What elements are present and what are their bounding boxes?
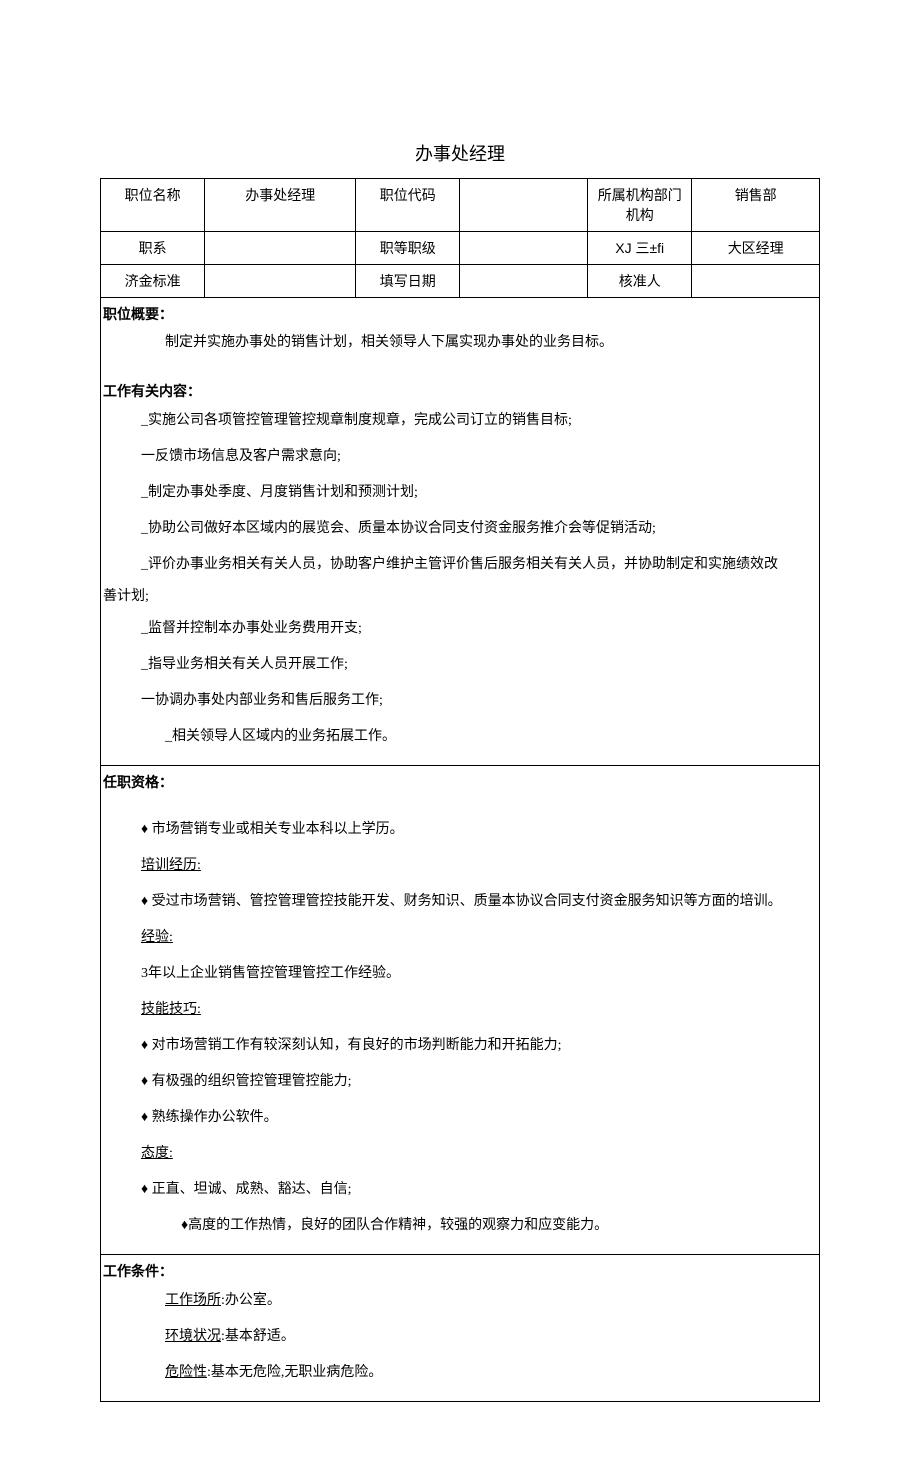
condition-section: 工作条件： 工作场所:办公室。 环境状况:基本舒适。 危险性:基本无危险,无职业…	[100, 1255, 820, 1402]
cell-report-val: 大区经理	[692, 232, 820, 265]
header-row-1: 职位名称 办事处经理 职位代码 所属机构部门机构 销售部	[101, 179, 820, 232]
qual-train: 受过市场营销、管控管理管控技能开发、财务知识、质量本协议合同支付资金服务知识等方…	[101, 884, 819, 920]
overview-text: 制定并实施办事处的销售计划，相关领导人下属实现办事处的业务目标。	[101, 326, 819, 361]
cell-pos-name-label: 职位名称	[101, 179, 205, 232]
cell-date-val	[460, 265, 588, 298]
cell-series-label: 职系	[101, 232, 205, 265]
qual-skill-1: 有极强的组织管控管理管控能力;	[101, 1064, 819, 1100]
work-item-1: 一反馈市场信息及客户需求意向;	[101, 439, 819, 475]
cond-risk: :基本无危险,无职业病危险。	[207, 1365, 382, 1380]
qual-skill-label: 技能技巧:	[141, 1002, 201, 1017]
header-row-2: 职系 职等职级 XJ 三±fi 大区经理	[101, 232, 820, 265]
cond-head: 工作条件：	[101, 1259, 819, 1283]
work-item-8: _相关领导人区域内的业务拓展工作。	[101, 719, 819, 755]
cell-salary-label: 济金标准	[101, 265, 205, 298]
cell-approver-val	[692, 265, 820, 298]
cell-report-label: XJ 三±fi	[588, 232, 692, 265]
qual-skill-0: 对市场营销工作有较深刻认知，有良好的市场判断能力和开拓能力;	[101, 1028, 819, 1064]
qual-edu: 市场营销专业或相关专业本科以上学历。	[101, 812, 819, 848]
qual-exp-label: 经验:	[141, 930, 173, 945]
qual-att-label: 态度:	[141, 1146, 173, 1161]
cell-dept-val: 销售部	[692, 179, 820, 232]
cell-pos-code-label: 职位代码	[356, 179, 460, 232]
cond-env: :基本舒适。	[221, 1329, 295, 1344]
work-item-4-tail: 善计划;	[101, 583, 819, 611]
qual-head: 任职资格：	[101, 770, 819, 794]
work-item-2: _制定办事处季度、月度销售计划和预测计划;	[101, 475, 819, 511]
qual-att-2: 高度的工作热情，良好的团队合作精神，较强的观察力和应变能力。	[188, 1218, 608, 1233]
cond-env-label: 环境状况	[165, 1329, 221, 1344]
qual-train-label: 培训经历:	[141, 858, 201, 873]
cell-dept-label: 所属机构部门机构	[588, 179, 692, 232]
cond-place-label: 工作场所	[165, 1293, 221, 1308]
overview-head: 职位概要：	[101, 302, 819, 326]
cond-risk-label: 危险性	[165, 1365, 207, 1380]
cell-grade-val	[460, 232, 588, 265]
cond-place: :办公室。	[221, 1293, 281, 1308]
work-item-7: 一协调办事处内部业务和售后服务工作;	[101, 683, 819, 719]
header-row-3: 济金标准 填写日期 核准人	[101, 265, 820, 298]
work-item-0: _实施公司各项管控管理管控规章制度规章，完成公司订立的销售目标;	[101, 403, 819, 439]
work-item-5: _监督并控制本办事处业务费用开支;	[101, 611, 819, 647]
header-table: 职位名称 办事处经理 职位代码 所属机构部门机构 销售部 职系 职等职级 XJ …	[100, 178, 820, 298]
page-title: 办事处经理	[100, 140, 820, 166]
qual-skill-2: 熟练操作办公软件。	[101, 1100, 819, 1136]
overview-section: 职位概要： 制定并实施办事处的销售计划，相关领导人下属实现办事处的业务目标。 工…	[100, 298, 820, 766]
cell-salary-val	[205, 265, 356, 298]
work-item-6: _指导业务相关有关人员开展工作;	[101, 647, 819, 683]
cell-pos-name-val: 办事处经理	[205, 179, 356, 232]
work-head: 工作有关内容：	[101, 379, 819, 403]
qualification-section: 任职资格： 市场营销专业或相关专业本科以上学历。 培训经历: 受过市场营销、管控…	[100, 766, 820, 1255]
cell-grade-label: 职等职级	[356, 232, 460, 265]
cell-date-label: 填写日期	[356, 265, 460, 298]
qual-exp: 3年以上企业销售管控管理管控工作经验。	[101, 956, 819, 992]
cell-pos-code-val	[460, 179, 588, 232]
cell-series-val	[205, 232, 356, 265]
work-item-4: _评价办事业务相关有关人员，协助客户维护主管评价售后服务相关有关人员，并协助制定…	[101, 547, 819, 583]
cell-approver-label: 核准人	[588, 265, 692, 298]
qual-att-1: 正直、坦诚、成熟、豁达、自信;	[101, 1172, 819, 1208]
work-item-3: _协助公司做好本区域内的展览会、质量本协议合同支付资金服务推介会等促销活动;	[101, 511, 819, 547]
